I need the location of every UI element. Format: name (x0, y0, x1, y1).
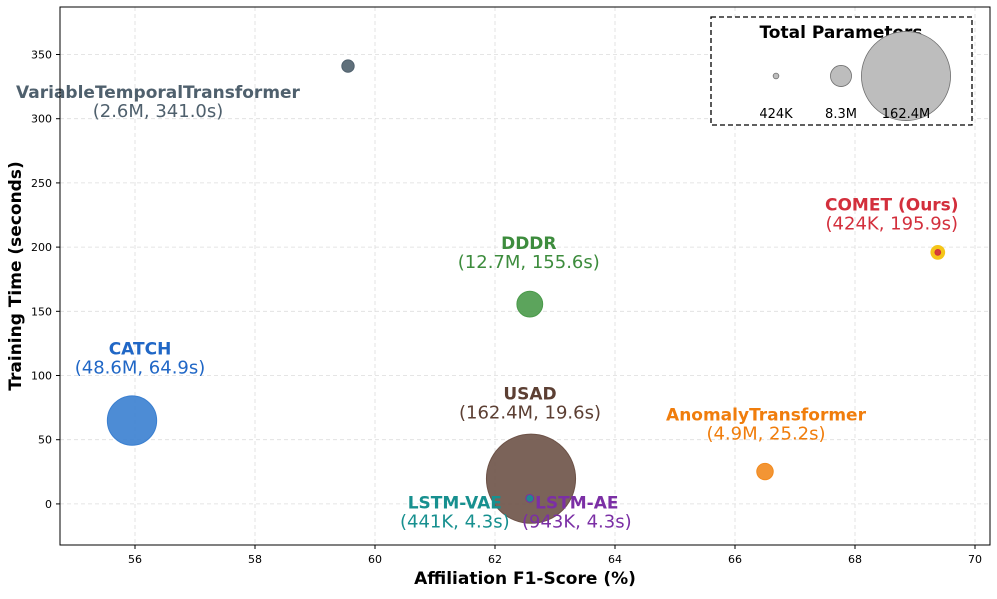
y-tick-label: 300 (31, 113, 52, 126)
label-name-dddr: DDDR (501, 234, 556, 254)
label-detail-dddr: (12.7M, 155.6s) (458, 252, 600, 273)
y-tick-label: 150 (31, 305, 52, 318)
label-detail-lstm-vae: (441K, 4.3s) (400, 511, 510, 532)
bubble-variabletemporaltransformer (341, 59, 355, 73)
grid (60, 7, 990, 545)
x-tick-label: 64 (608, 553, 622, 566)
x-axis-label: Affiliation F1-Score (%) (414, 569, 636, 589)
label-detail-anomalytransformer: (4.9M, 25.2s) (706, 424, 825, 445)
size-legend: Total Parameters 424K 8.3M 162.4M (710, 16, 973, 126)
label-detail-usad: (162.4M, 19.6s) (459, 403, 601, 424)
legend-title: Total Parameters (759, 23, 922, 43)
label-name-lstm-ae: LSTM-AE (535, 493, 618, 513)
label-name-usad: USAD (503, 385, 556, 405)
label-detail-variabletemporaltransformer: (2.6M, 341.0s) (93, 101, 224, 122)
x-tick-label: 56 (128, 553, 142, 566)
bubble-catch (106, 395, 158, 446)
y-tick-label: 100 (31, 370, 52, 383)
bubble-dddr (516, 290, 544, 318)
plot-frame (59, 6, 991, 546)
x-tick-label: 62 (488, 553, 502, 566)
legend-label: 424K (759, 107, 793, 122)
legend-label: 8.3M (825, 107, 857, 122)
bubble-comet-ours (934, 249, 942, 256)
y-tick-label: 350 (31, 49, 52, 62)
point-labels: VariableTemporalTransformer(2.6M, 341.0s… (16, 83, 959, 532)
bubble-lstm-vae (526, 494, 534, 502)
label-detail-comet-ours: (424K, 195.9s) (826, 213, 959, 234)
x-tick-label: 66 (728, 553, 742, 566)
x-tick-label: 68 (848, 553, 862, 566)
bubble-usad (485, 433, 577, 524)
legend-bubble (861, 31, 951, 121)
x-tick-label: 70 (968, 553, 982, 566)
axis-ticks: 56 58 60 62 64 66 68 70 0 50 100 150 200 250 300 350 (31, 49, 982, 566)
legend-label: 162.4M (882, 107, 930, 122)
label-name-comet-ours: COMET (Ours) (825, 195, 959, 215)
y-tick-label: 250 (31, 177, 52, 190)
y-tick-label: 200 (31, 241, 52, 254)
label-detail-catch: (48.6M, 64.9s) (75, 358, 206, 379)
y-axis-label: Training Time (seconds) (6, 161, 26, 390)
label-name-lstm-vae: LSTM-VAE (408, 493, 502, 513)
x-tick-label: 58 (248, 553, 262, 566)
label-name-anomalytransformer: AnomalyTransformer (666, 406, 867, 426)
label-detail-lstm-ae: (943K, 4.3s) (522, 511, 632, 532)
y-tick-label: 0 (45, 498, 52, 511)
bubble-anomalytransformer (756, 462, 774, 481)
y-tick-label: 50 (38, 434, 52, 447)
bubbles (106, 59, 946, 524)
legend-bubble (830, 65, 852, 87)
legend-bubble (772, 72, 780, 80)
x-tick-label: 60 (368, 553, 382, 566)
label-name-catch: CATCH (109, 340, 172, 360)
label-name-variabletemporaltransformer: VariableTemporalTransformer (16, 83, 301, 103)
